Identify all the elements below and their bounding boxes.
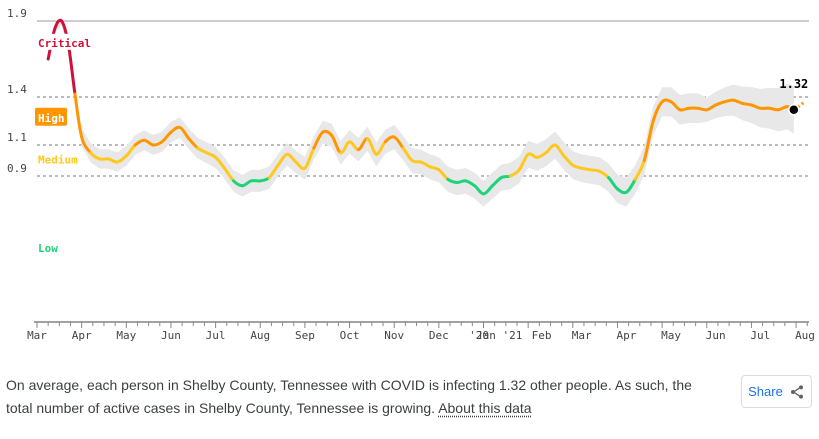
label-bg <box>35 33 97 50</box>
y-tick-label: 0.9 <box>7 162 27 175</box>
x-tick-label: Dec <box>429 329 449 342</box>
x-tick-label: '20 <box>469 329 489 342</box>
rt-line-segment <box>642 119 655 162</box>
confidence-band <box>48 17 794 207</box>
rt-line <box>46 18 807 196</box>
label-critical: Critical <box>38 37 91 50</box>
rt-line-segment <box>633 159 646 181</box>
caption-text: On average, each person in Shelby County… <box>6 377 692 416</box>
y-tick-label: 1.4 <box>7 83 27 96</box>
rt-line-segment <box>624 177 637 194</box>
caption: On average, each person in Shelby County… <box>6 374 706 420</box>
x-tick-label: Jun <box>161 329 181 342</box>
label-high: High <box>38 112 65 125</box>
rt-line-segment <box>73 92 84 139</box>
rt-chart: Critical High Medium Low Mar Apr May Jun Jul Aug… <box>7 7 815 342</box>
current-value-label: 1.32 <box>779 77 808 91</box>
current-value-marker: 1.32 <box>779 77 808 116</box>
x-tick-label: Apr <box>72 329 92 342</box>
rt-line-segment <box>303 146 316 170</box>
label-bg <box>35 150 83 167</box>
label-low: Low <box>38 242 58 255</box>
x-tick-label: Jul <box>750 329 770 342</box>
x-tick-label: Mar <box>27 329 47 342</box>
about-data-link[interactable]: About this data <box>438 400 532 416</box>
share-icon <box>790 384 803 399</box>
label-medium: Medium <box>38 154 78 167</box>
x-tick-label: Apr <box>616 329 636 342</box>
x-tick-label: May <box>116 329 136 342</box>
x-tick-label: Sep <box>295 329 315 342</box>
y-tick-label: 1.1 <box>7 131 27 144</box>
share-label: Share <box>748 384 783 399</box>
x-tick-label: Mar <box>572 329 592 342</box>
x-tick-label: Jun <box>706 329 726 342</box>
share-button[interactable]: Share <box>741 375 812 408</box>
label-high-bg <box>35 107 67 126</box>
x-tick-label: Jul <box>206 329 226 342</box>
x-tick-label: Nov <box>384 329 404 342</box>
x-tick-label: May <box>661 329 681 342</box>
x-tick-label: Oct <box>340 329 360 342</box>
y-tick-label: 1.9 <box>7 7 27 20</box>
x-tick-label: Feb <box>532 329 552 342</box>
x-tick-label: Aug <box>795 329 815 342</box>
y-axis-ticks: 1.9 1.4 1.1 0.9 <box>7 7 27 175</box>
current-dot <box>788 104 800 116</box>
rt-line-segment <box>66 42 77 96</box>
risk-labels: Critical High Medium Low <box>35 33 97 255</box>
x-tick-label: Jan '21 <box>476 329 522 342</box>
label-bg <box>35 238 62 255</box>
x-tick-label: Aug <box>250 329 270 342</box>
